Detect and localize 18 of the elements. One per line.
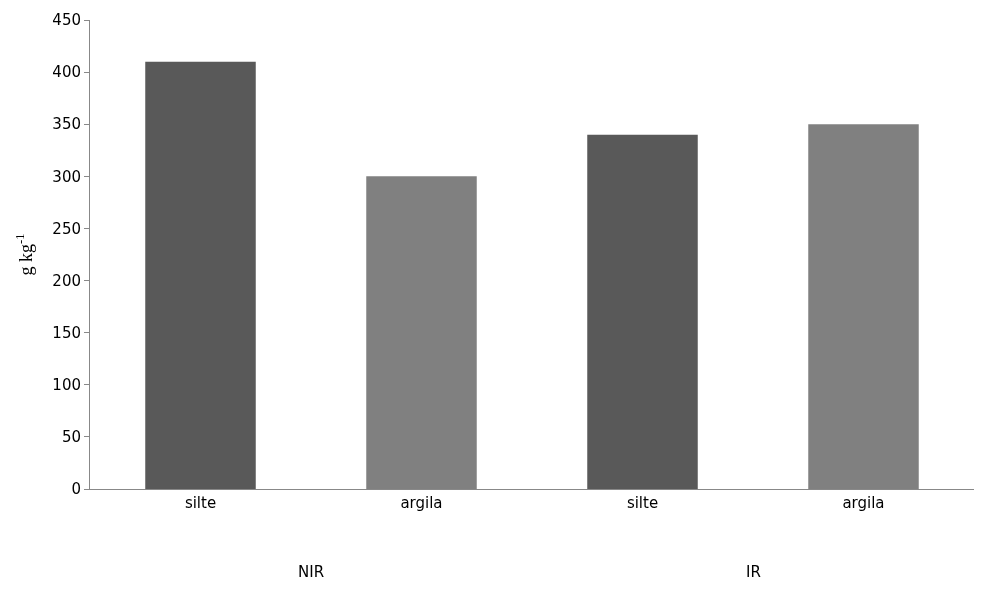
y-tick-label: 200 [52, 271, 81, 290]
bar [145, 61, 256, 489]
y-tick-label: 50 [61, 428, 81, 447]
y-tick-label: 100 [52, 376, 81, 395]
y-tick-label: 0 [71, 480, 81, 499]
x-tick-label: argila [842, 494, 885, 512]
x-tick-label: argila [400, 494, 443, 512]
x-tick-label: silte [626, 494, 659, 512]
y-tick-label: 250 [52, 219, 81, 238]
y-tick-label: 300 [52, 167, 81, 186]
y-tick-label: 400 [52, 63, 81, 82]
y-tick-label: 450 [52, 11, 81, 30]
text: IR [746, 563, 761, 581]
bar [587, 134, 698, 489]
y-tick-label: 350 [52, 115, 81, 134]
x-tick-label: silte [184, 494, 217, 512]
text: NIR [298, 563, 325, 581]
y-tick-label: 150 [52, 323, 81, 342]
